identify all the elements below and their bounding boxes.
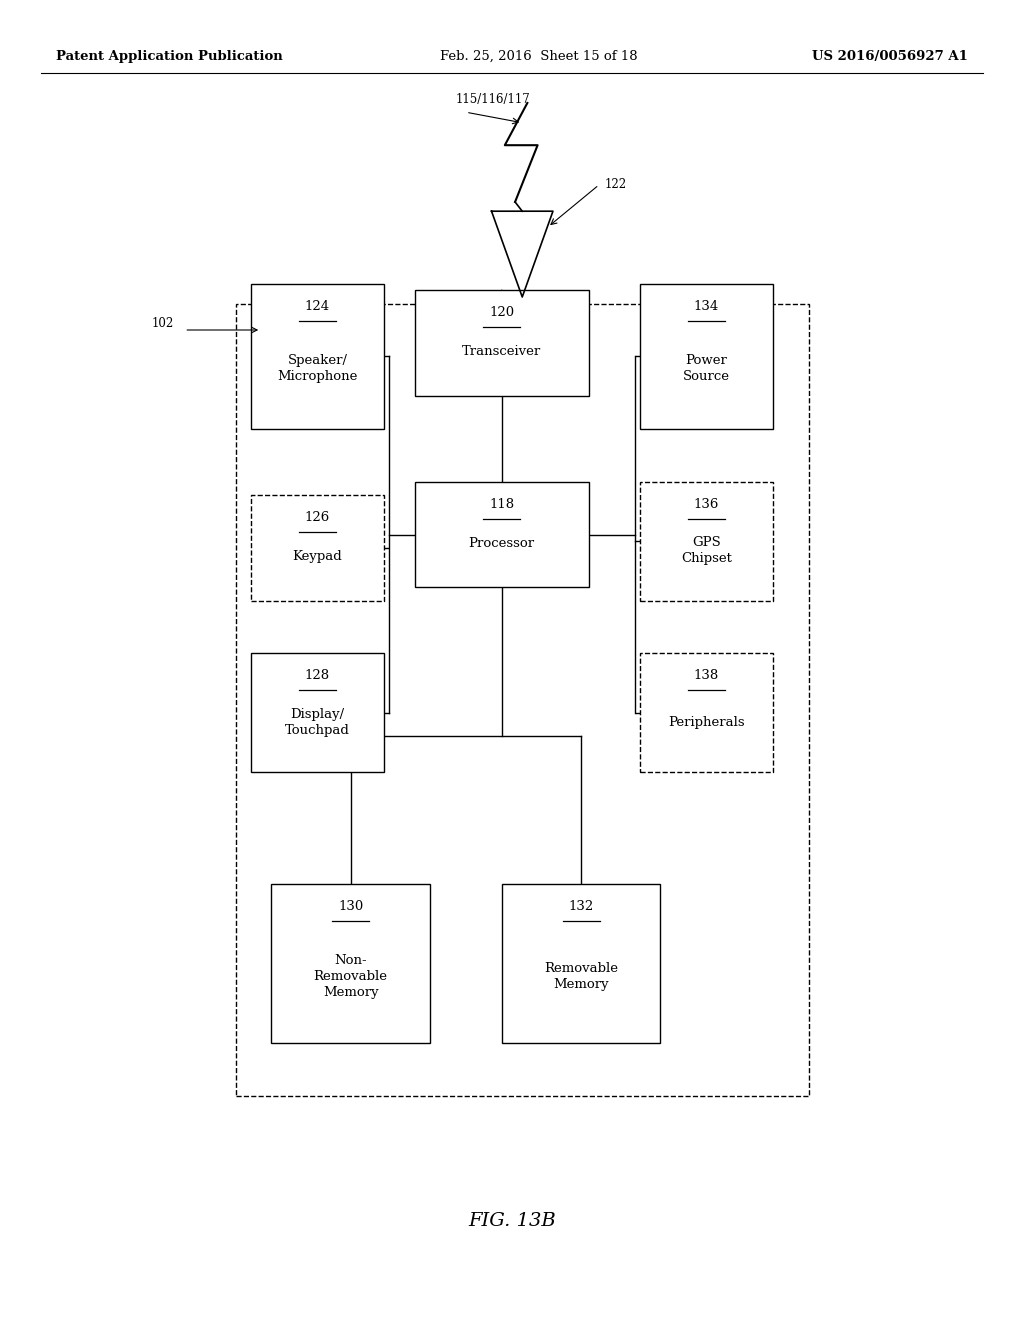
Text: 115/116/117: 115/116/117 [456,92,530,106]
Bar [251,495,384,601]
Text: 120: 120 [489,306,514,319]
Text: Processor: Processor [469,536,535,549]
Text: Non-
Removable
Memory: Non- Removable Memory [313,954,388,999]
Text: Speaker/
Microphone: Speaker/ Microphone [278,354,357,383]
Text: 124: 124 [305,300,330,313]
Bar [415,290,589,396]
Bar [640,482,773,601]
Text: 130: 130 [338,900,364,913]
Text: Display/
Touchpad: Display/ Touchpad [285,708,350,737]
Text: 122: 122 [604,178,627,191]
Bar [415,482,589,587]
Bar [251,653,384,772]
Text: 134: 134 [694,300,719,313]
Text: FIG. 13B: FIG. 13B [468,1212,556,1230]
Text: 128: 128 [305,669,330,682]
Text: 118: 118 [489,498,514,511]
Text: 102: 102 [152,317,174,330]
Text: Removable
Memory: Removable Memory [544,962,618,991]
Text: 136: 136 [694,498,719,511]
Text: Power
Source: Power Source [683,354,730,383]
Text: Peripherals: Peripherals [669,715,744,729]
Text: 132: 132 [568,900,594,913]
Text: Feb. 25, 2016  Sheet 15 of 18: Feb. 25, 2016 Sheet 15 of 18 [440,50,638,63]
Bar [502,884,660,1043]
Bar [640,653,773,772]
Text: US 2016/0056927 A1: US 2016/0056927 A1 [812,50,968,63]
Bar [271,884,430,1043]
Text: Patent Application Publication: Patent Application Publication [56,50,283,63]
Text: Keypad: Keypad [293,549,342,562]
Text: 138: 138 [694,669,719,682]
Bar [251,284,384,429]
Text: Transceiver: Transceiver [462,345,542,358]
Bar [236,304,809,1096]
Bar [640,284,773,429]
Text: GPS
Chipset: GPS Chipset [681,536,732,565]
Text: 126: 126 [305,511,330,524]
